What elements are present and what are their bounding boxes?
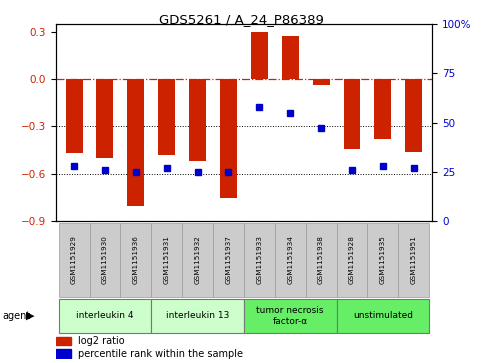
FancyBboxPatch shape bbox=[244, 223, 275, 297]
FancyBboxPatch shape bbox=[398, 223, 429, 297]
FancyBboxPatch shape bbox=[306, 223, 337, 297]
Text: GSM1151934: GSM1151934 bbox=[287, 235, 293, 284]
FancyBboxPatch shape bbox=[337, 299, 429, 333]
Text: GDS5261 / A_24_P86389: GDS5261 / A_24_P86389 bbox=[159, 13, 324, 26]
Text: GSM1151933: GSM1151933 bbox=[256, 235, 262, 284]
Bar bbox=[158, 79, 175, 155]
Bar bbox=[56, 337, 71, 346]
FancyBboxPatch shape bbox=[337, 223, 368, 297]
Bar bbox=[66, 79, 83, 154]
Bar bbox=[343, 79, 360, 148]
Text: GSM1151930: GSM1151930 bbox=[102, 235, 108, 284]
FancyBboxPatch shape bbox=[151, 299, 244, 333]
Text: tumor necrosis
factor-α: tumor necrosis factor-α bbox=[256, 306, 324, 326]
Text: GSM1151936: GSM1151936 bbox=[133, 235, 139, 284]
Text: ▶: ▶ bbox=[26, 311, 34, 321]
FancyBboxPatch shape bbox=[213, 223, 244, 297]
FancyBboxPatch shape bbox=[58, 299, 151, 333]
Text: percentile rank within the sample: percentile rank within the sample bbox=[78, 349, 243, 359]
Text: log2 ratio: log2 ratio bbox=[78, 336, 125, 346]
Text: GSM1151937: GSM1151937 bbox=[226, 235, 231, 284]
Text: GSM1151935: GSM1151935 bbox=[380, 235, 386, 284]
Bar bbox=[220, 79, 237, 198]
Text: GSM1151929: GSM1151929 bbox=[71, 235, 77, 284]
FancyBboxPatch shape bbox=[89, 223, 120, 297]
FancyBboxPatch shape bbox=[182, 223, 213, 297]
Text: interleukin 13: interleukin 13 bbox=[166, 311, 229, 320]
FancyBboxPatch shape bbox=[275, 223, 306, 297]
Bar bbox=[405, 79, 422, 152]
Text: interleukin 4: interleukin 4 bbox=[76, 311, 134, 320]
Text: unstimulated: unstimulated bbox=[353, 311, 413, 320]
FancyBboxPatch shape bbox=[151, 223, 182, 297]
Text: GSM1151938: GSM1151938 bbox=[318, 235, 324, 284]
Bar bbox=[313, 79, 329, 85]
Text: GSM1151951: GSM1151951 bbox=[411, 235, 417, 284]
Bar bbox=[374, 79, 391, 139]
Bar bbox=[56, 349, 71, 358]
Bar bbox=[128, 79, 144, 205]
Bar bbox=[251, 32, 268, 79]
FancyBboxPatch shape bbox=[120, 223, 151, 297]
FancyBboxPatch shape bbox=[368, 223, 398, 297]
FancyBboxPatch shape bbox=[244, 299, 337, 333]
Text: GSM1151931: GSM1151931 bbox=[164, 235, 170, 284]
FancyBboxPatch shape bbox=[58, 223, 89, 297]
Bar bbox=[97, 79, 114, 158]
Bar bbox=[189, 79, 206, 161]
Text: agent: agent bbox=[2, 311, 30, 321]
Text: GSM1151928: GSM1151928 bbox=[349, 235, 355, 284]
Text: GSM1151932: GSM1151932 bbox=[195, 235, 200, 284]
Bar bbox=[282, 36, 298, 79]
